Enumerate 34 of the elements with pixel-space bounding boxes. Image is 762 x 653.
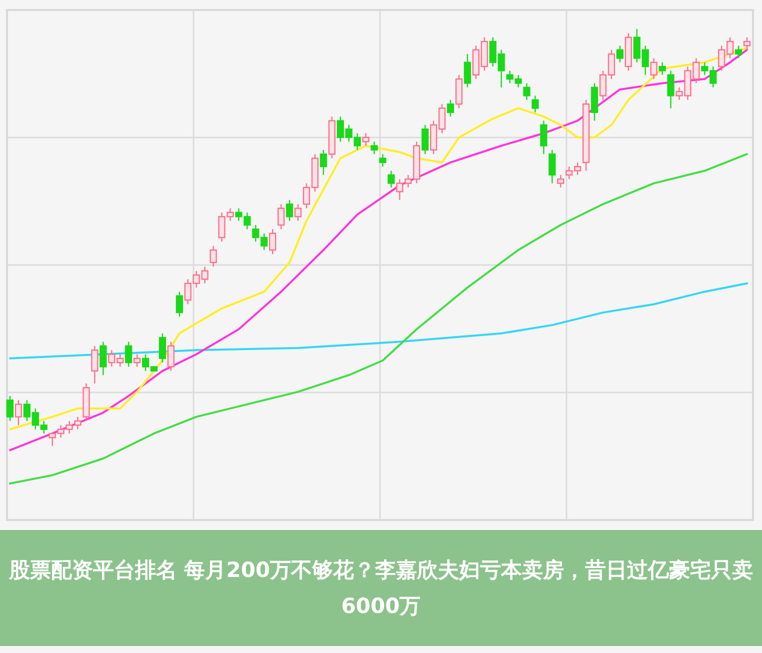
candlestick xyxy=(320,149,327,176)
candlestick xyxy=(91,345,98,384)
candlestick xyxy=(6,395,14,422)
candlestick xyxy=(125,341,132,368)
candlestick xyxy=(176,291,183,318)
candlestick xyxy=(734,45,742,59)
candlestick xyxy=(523,82,530,100)
picture-title-banner: 股票配资平台排名 每月200万不够花？李嘉欣夫妇亏本卖房，昔日过亿豪宅只卖6000万 xyxy=(0,530,762,646)
candlestick xyxy=(548,149,556,184)
candlestick xyxy=(278,204,285,230)
candlestick xyxy=(294,204,302,222)
candlestick xyxy=(650,58,658,80)
candlestick xyxy=(134,354,141,368)
candlestick xyxy=(210,245,217,268)
candlestick xyxy=(658,62,666,76)
candlestick xyxy=(446,99,454,118)
candlestick xyxy=(464,53,472,88)
candlestick xyxy=(616,45,624,63)
candlestick xyxy=(167,341,175,372)
candlestick xyxy=(388,170,395,188)
candlestick xyxy=(532,95,539,113)
candlestick xyxy=(100,341,107,376)
candlestick xyxy=(379,154,386,168)
candlestick xyxy=(557,174,564,188)
candlestick xyxy=(540,120,548,155)
candlestick xyxy=(286,199,294,222)
candlestick xyxy=(743,36,751,50)
candlestick xyxy=(362,132,370,146)
candlestick xyxy=(14,400,22,426)
candlestick xyxy=(667,70,674,109)
candlestick xyxy=(269,228,276,255)
candlestick xyxy=(370,140,378,155)
candlestick xyxy=(158,332,166,364)
candlestick xyxy=(422,124,429,155)
